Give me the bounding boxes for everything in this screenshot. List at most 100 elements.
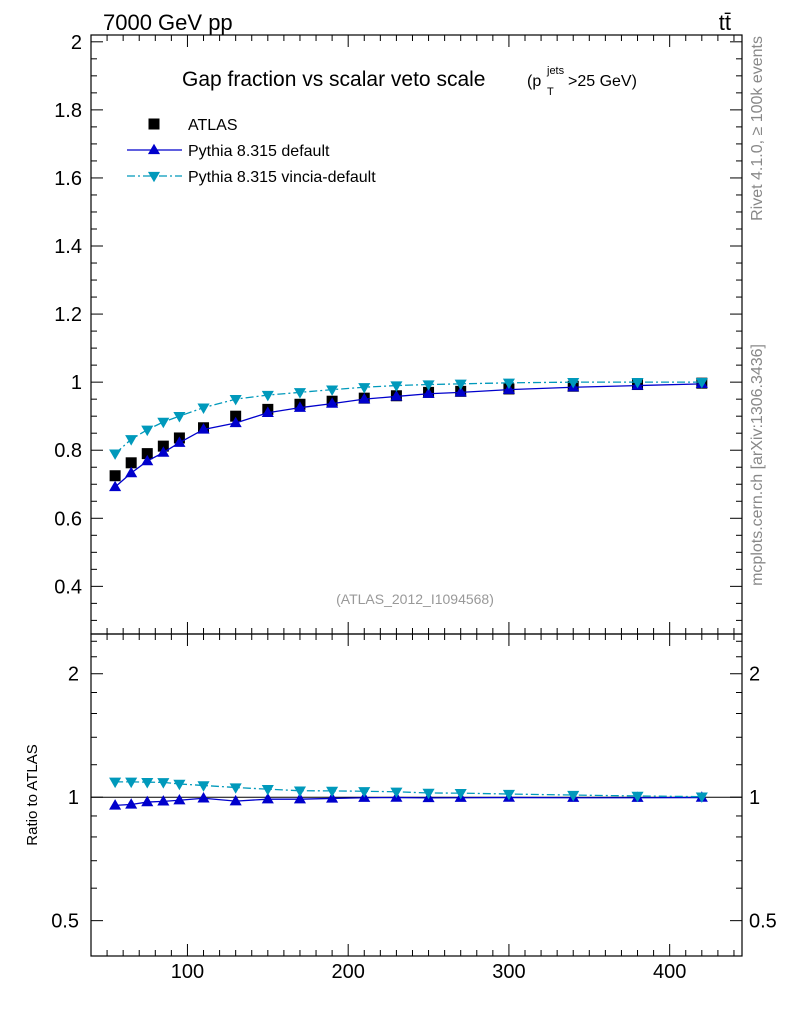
data-point	[326, 397, 339, 408]
data-point	[326, 385, 339, 396]
x-tick-label: 300	[492, 961, 525, 983]
data-point	[631, 377, 644, 389]
data-point	[454, 386, 467, 397]
rivet-version-label: Rivet 4.1.0, ≥ 100k events	[749, 36, 766, 221]
data-point	[695, 792, 708, 803]
data-point	[261, 406, 274, 417]
data-point	[173, 793, 186, 805]
y-tick-label: 1.4	[54, 236, 82, 258]
data-point	[173, 779, 186, 791]
y-tick-label: 0.4	[54, 576, 82, 598]
y-tick-label: 1.2	[54, 304, 82, 326]
axis-tick-labels: 100 200 300 400 0.4 0.6 0.8 1 1.2 1.4 1.6 1.8 2 0.5 0.…	[51, 32, 777, 983]
data-point	[229, 794, 242, 806]
data-point	[390, 390, 403, 401]
y-tick-label: 1.6	[54, 168, 82, 190]
data-point	[229, 394, 242, 406]
data-point	[422, 788, 435, 800]
data-point	[141, 425, 154, 437]
data-point	[125, 777, 138, 789]
data-point	[502, 378, 515, 390]
data-point	[261, 390, 274, 402]
data-point	[157, 417, 170, 429]
data-point	[229, 783, 242, 794]
legend-label-atlas: ATLAS	[188, 117, 238, 134]
data-point	[358, 383, 371, 394]
legend-marker-default	[147, 143, 161, 155]
data-point	[157, 440, 169, 452]
y-tick-label: 1.8	[54, 100, 82, 122]
data-point	[293, 792, 307, 804]
ratio-y-tick-label: 2	[68, 664, 79, 686]
ratio-y-tick-label: 1	[68, 787, 79, 809]
chart-title-cut: >25 GeV)	[568, 73, 637, 90]
data-point	[695, 377, 708, 389]
y-tick-label: 0.8	[54, 440, 82, 462]
legend-marker-vincia	[147, 171, 161, 183]
x-tick-label: 200	[331, 961, 364, 983]
analysis-watermark: (ATLAS_2012_I1094568)	[336, 591, 494, 607]
data-point	[197, 403, 210, 414]
data-point	[326, 792, 339, 803]
data-point	[109, 799, 122, 810]
chart-title: Gap fraction vs scalar veto scale (p jet…	[182, 65, 637, 98]
data-point	[230, 410, 242, 422]
chart-title-superscript: jets	[546, 65, 565, 77]
chart-title-subscript: T	[547, 86, 554, 98]
series-default	[109, 791, 708, 810]
series-vincia	[109, 777, 708, 803]
legend-label-default: Pythia 8.315 default	[188, 143, 330, 160]
data-point	[125, 466, 138, 478]
data-point	[454, 788, 467, 800]
data-point	[197, 792, 210, 803]
data-point	[261, 792, 274, 804]
ratio-plot-series	[109, 777, 708, 810]
y-tick-label: 0.6	[54, 508, 82, 530]
mcplots-label: mcplots.cern.ch [arXiv:1306.3436]	[749, 344, 766, 586]
data-point	[173, 436, 186, 447]
data-point	[157, 795, 170, 806]
axis-ticks	[91, 35, 742, 956]
series-vincia	[109, 377, 708, 460]
data-point	[109, 449, 122, 460]
data-point	[157, 446, 170, 457]
data-point	[358, 392, 371, 404]
data-point	[567, 790, 580, 802]
ratio-axis-label: Ratio to ATLAS	[24, 744, 41, 845]
series-line	[114, 383, 702, 488]
ratio-y-tick-label-right: 1	[749, 787, 760, 809]
data-point	[422, 387, 435, 398]
series-line	[114, 381, 702, 455]
data-point	[197, 781, 210, 792]
data-point	[109, 470, 121, 482]
legend-marker-atlas	[148, 118, 160, 130]
x-tick-label: 100	[171, 961, 204, 983]
data-point	[422, 380, 435, 391]
y-tick-label: 1	[71, 372, 82, 394]
data-point	[109, 480, 122, 492]
data-point	[326, 786, 339, 798]
ratio-y-tick-label: 0.5	[51, 911, 79, 933]
data-point	[293, 388, 307, 399]
header-process-label: 7000 GeV pp	[103, 10, 233, 35]
series-default	[109, 377, 708, 492]
data-point	[261, 785, 274, 796]
y-tick-label: 2	[71, 32, 82, 54]
series-line	[115, 781, 702, 798]
chart-title-paren: (p	[527, 73, 541, 90]
upper-plot-series	[109, 377, 708, 492]
data-point	[454, 379, 467, 391]
data-point	[390, 787, 403, 799]
lower-panel-frame	[90, 633, 743, 957]
data-point	[197, 423, 210, 434]
data-point	[157, 778, 170, 789]
x-tick-label: 400	[653, 961, 686, 983]
data-point	[125, 798, 138, 809]
data-point	[358, 787, 371, 798]
data-point	[173, 412, 186, 423]
data-point	[631, 791, 644, 803]
data-point	[141, 777, 154, 789]
data-point	[293, 786, 307, 797]
ratio-y-tick-label-right: 0.5	[749, 911, 777, 933]
